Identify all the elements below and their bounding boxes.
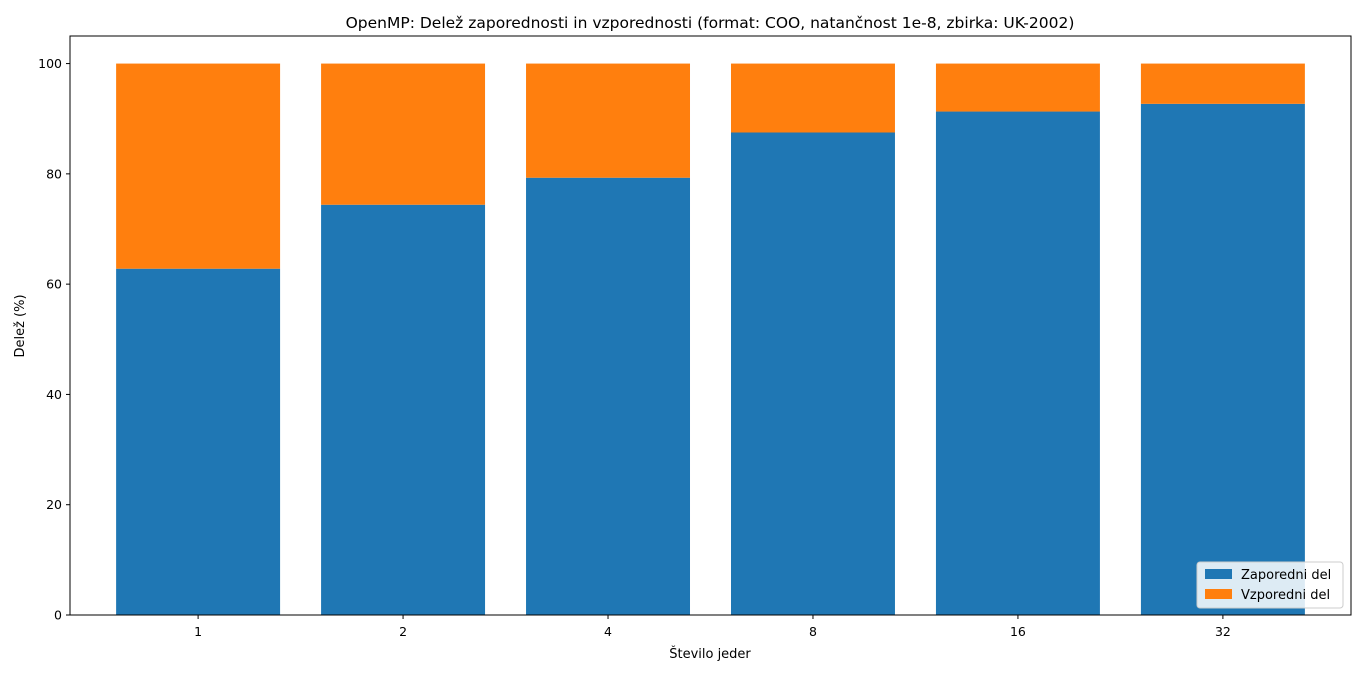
y-axis-label: Delež (%) [13, 294, 28, 357]
x-tick-label: 32 [1215, 624, 1231, 639]
axes-layer: 0 20 40 60 80 100 1 2 4 8 16 32 [38, 35, 1352, 639]
bars-layer [116, 63, 1305, 616]
bar-vzporedni-4 [526, 63, 691, 178]
legend-swatch [1205, 589, 1232, 599]
x-tick-label: 2 [399, 624, 407, 639]
y-tick-label: 0 [54, 608, 62, 623]
y-tick-label: 40 [46, 387, 62, 402]
legend: Zaporedni del Vzporedni del [1196, 561, 1344, 609]
y-tick-label: 100 [38, 56, 62, 71]
plot-frame [69, 35, 1352, 616]
bar-zaporedni-2 [321, 204, 486, 616]
x-tick-label: 4 [604, 624, 612, 639]
x-tick-label: 8 [809, 624, 817, 639]
y-tick-label: 80 [46, 166, 62, 181]
bar-zaporedni-32 [1140, 103, 1305, 615]
y-tick-label: 60 [46, 277, 62, 292]
bar-zaporedni-8 [730, 132, 895, 615]
chart-title: OpenMP: Delež zaporednosti in vzporednos… [346, 14, 1075, 32]
x-tick-label: 16 [1010, 624, 1026, 639]
bar-vzporedni-1 [116, 63, 281, 269]
bar-zaporedni-16 [935, 111, 1100, 615]
bar-vzporedni-8 [730, 63, 895, 133]
legend-label: Zaporedni del [1241, 568, 1331, 583]
legend-swatch [1205, 569, 1232, 579]
bar-vzporedni-32 [1140, 63, 1305, 104]
legend-frame [1196, 561, 1344, 609]
bar-zaporedni-4 [526, 177, 691, 615]
x-axis-label: Število jeder [669, 646, 751, 662]
x-tick-label: 1 [194, 624, 202, 639]
bar-zaporedni-1 [116, 268, 281, 615]
bar-vzporedni-16 [935, 63, 1100, 112]
y-tick-label: 20 [46, 497, 62, 512]
bar-vzporedni-2 [321, 63, 486, 205]
legend-label: Vzporedni del [1241, 588, 1330, 603]
